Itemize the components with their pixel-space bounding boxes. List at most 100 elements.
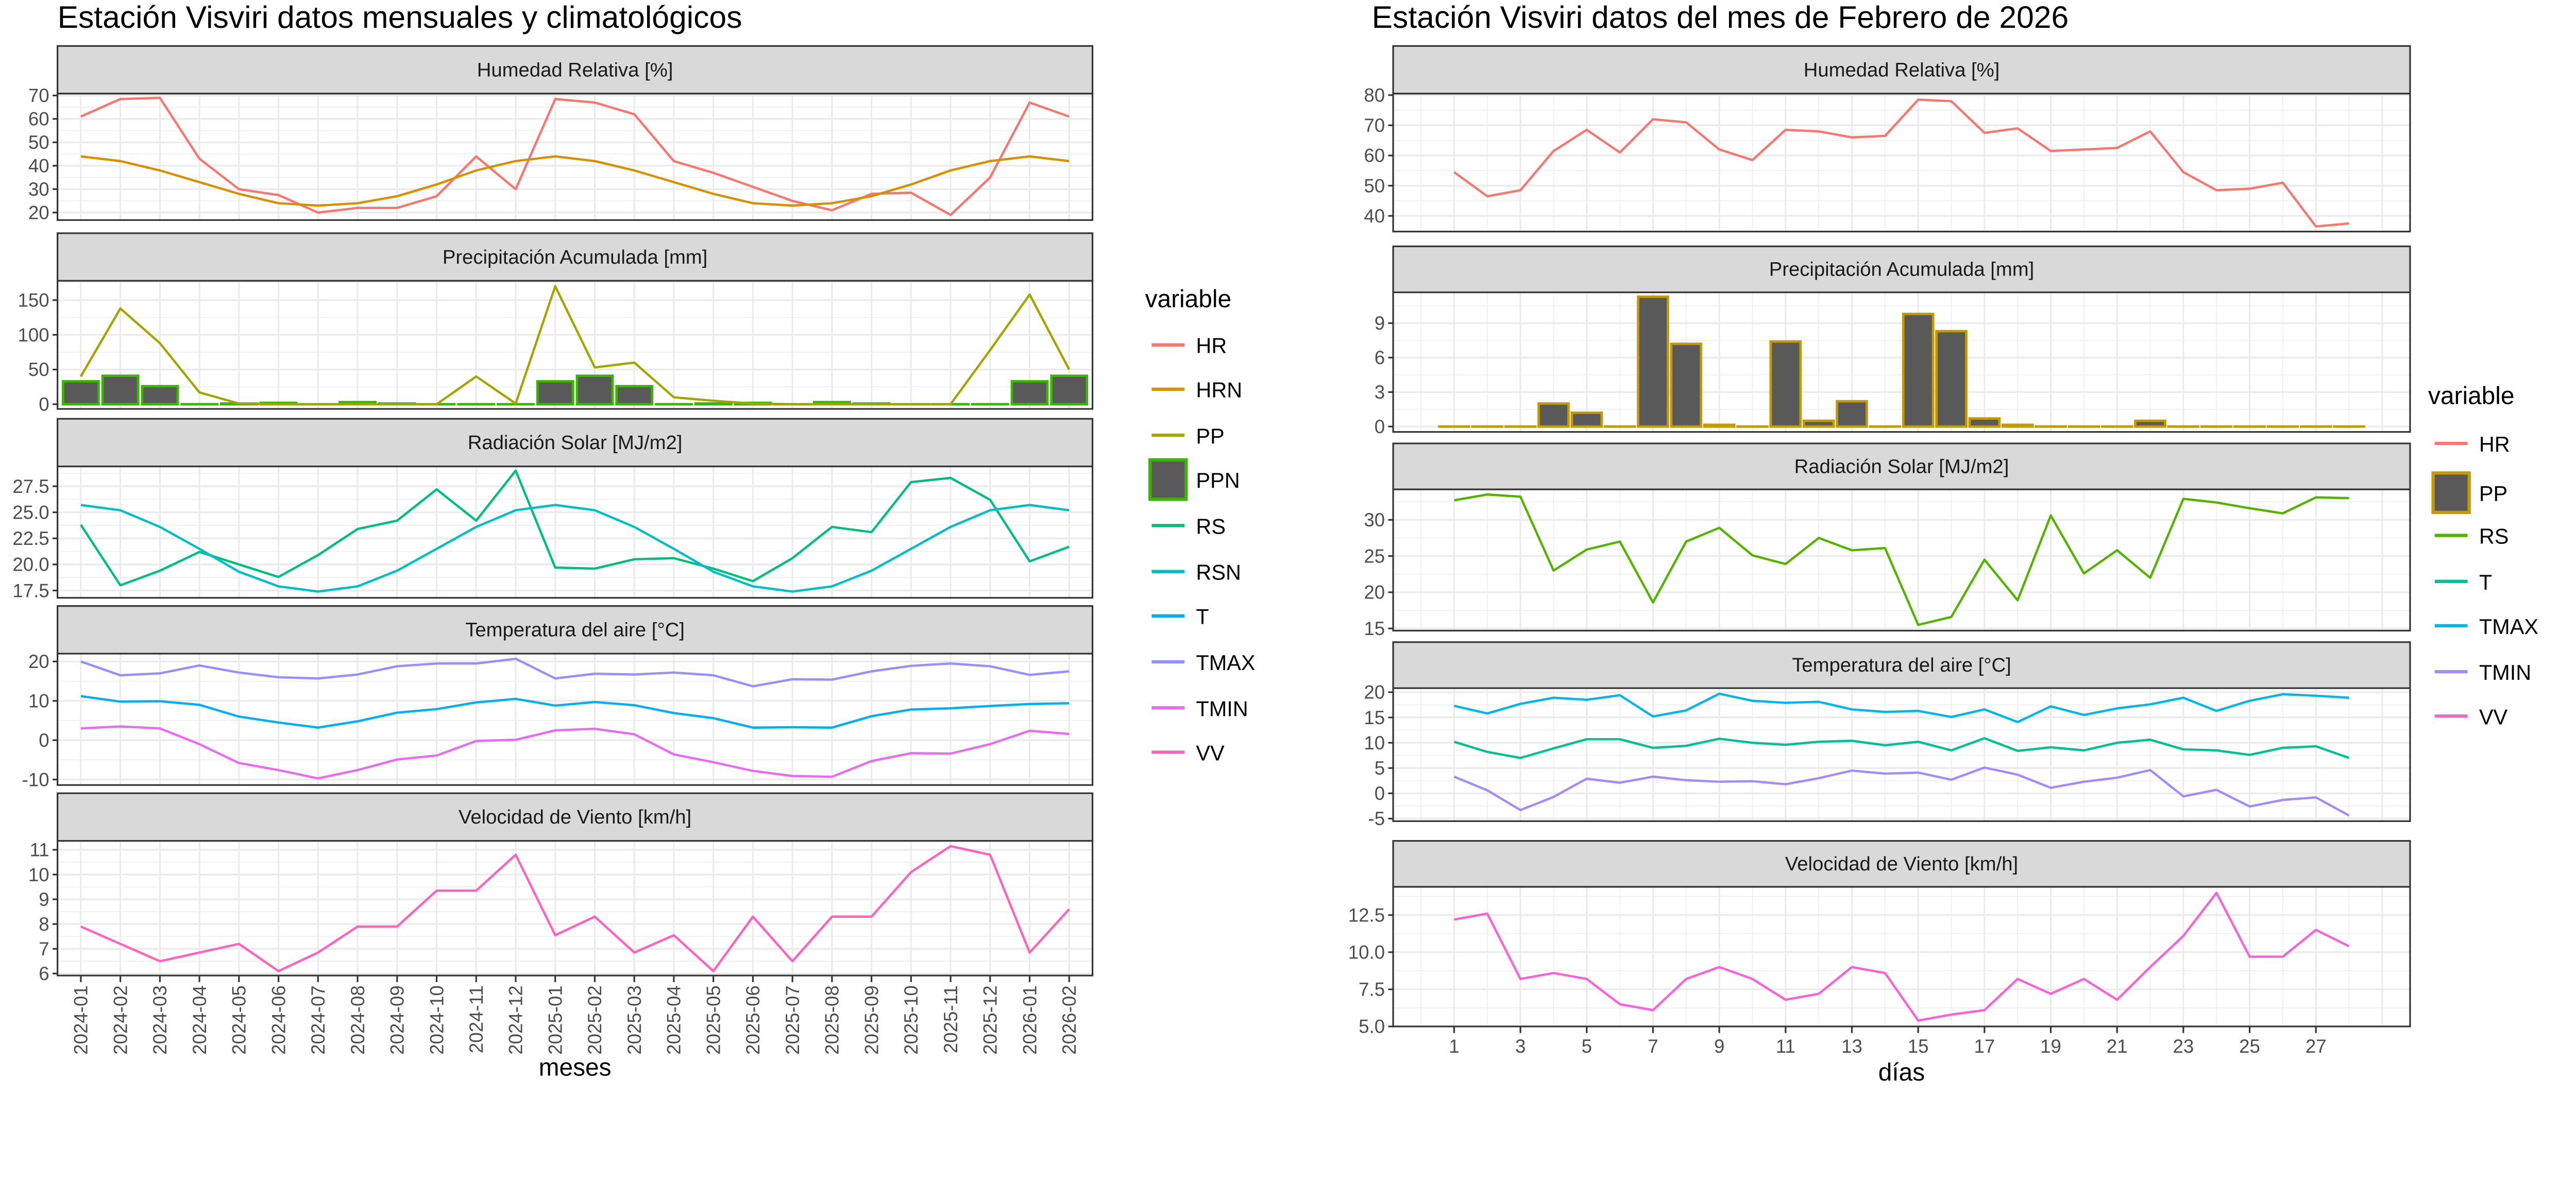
- y-tick-label: 22.5: [12, 528, 49, 549]
- series-line-rsn: [80, 504, 1070, 593]
- x-tick-label: 2026-01: [1019, 985, 1040, 1055]
- legend-item: TMIN: [1151, 696, 1248, 721]
- plot-area: [1393, 489, 2410, 631]
- y-tick-label: 7: [39, 938, 49, 960]
- y-tick-label: 0: [1375, 416, 1385, 437]
- series-line-hr: [80, 96, 1070, 216]
- facet-strip: [1392, 45, 2411, 95]
- facet-strip-title: Radiación Solar [MJ/m2]: [468, 432, 683, 454]
- facet-strip-title: Humedad Relativa [%]: [477, 59, 673, 81]
- legend-item: HR: [1151, 334, 1227, 358]
- x-tick-label: 2025-02: [584, 985, 605, 1055]
- y-tick-label: 0: [39, 730, 49, 751]
- facet-strip: [1392, 641, 2411, 689]
- bar-pp: [1802, 419, 1835, 428]
- y-tick-label: 10: [28, 691, 49, 712]
- bar-pp: [1836, 400, 1868, 428]
- x-tick-label: 2024-09: [387, 985, 408, 1055]
- x-tick-label: 2025-05: [703, 985, 724, 1055]
- x-tick-label: 2024-05: [229, 985, 250, 1055]
- series-line-hrn: [80, 155, 1070, 207]
- panel-border: [57, 466, 1094, 599]
- facet-strip-title: Precipitación Acumulada [mm]: [443, 246, 707, 268]
- x-tick-label: 2024-12: [505, 985, 527, 1055]
- legend-label: PP: [1196, 424, 1224, 448]
- x-tick-label: 27: [2306, 1036, 2327, 1057]
- facet-strip-title: Humedad Relativa [%]: [1804, 59, 2000, 81]
- chart-title: Estación Visviri datos mensuales y clima…: [58, 0, 742, 35]
- panel-border: [57, 653, 1094, 786]
- x-tick-label: 2025-12: [980, 985, 1001, 1055]
- facet-strip: [57, 605, 1094, 655]
- y-tick-label: 20.0: [12, 554, 49, 575]
- panel-border: [57, 93, 1094, 221]
- facet-strip: [57, 232, 1094, 282]
- y-tick-label: 11: [30, 840, 49, 861]
- x-tick-label: 19: [2040, 1036, 2061, 1057]
- x-tick-label: 2024-08: [347, 985, 368, 1055]
- x-tick-label: 2025-04: [664, 985, 685, 1055]
- series-line-tmax: [80, 657, 1070, 688]
- y-tick-label: 0: [1375, 783, 1385, 804]
- y-tick-label: 8: [39, 914, 49, 935]
- y-tick-label: 30: [28, 179, 49, 200]
- legend-key-box: [1148, 458, 1188, 501]
- x-tick-label: 2025-10: [901, 985, 922, 1055]
- plot-area: [57, 654, 1093, 785]
- facet-strip-title: Radiación Solar [MJ/m2]: [1794, 455, 2009, 477]
- facet-panel: Humedad Relativa [%] 40 50 60 70 80: [1364, 45, 2411, 233]
- series-line-t: [80, 695, 1070, 729]
- monthly-chart: Estación Visviri datos mensuales y clima…: [12, 0, 1255, 1082]
- legend-label: RS: [1196, 514, 1226, 538]
- bar-pp: [2134, 419, 2166, 428]
- y-tick-label: 10: [28, 864, 49, 885]
- facet-strip: [57, 45, 1094, 95]
- x-tick-label: 2024-01: [71, 985, 92, 1055]
- series-line-tmin: [80, 725, 1070, 780]
- y-tick-label: 30: [1364, 509, 1385, 530]
- y-tick-label: 50: [28, 132, 49, 153]
- facet-strip-title: Temperatura del aire [°C]: [465, 619, 685, 641]
- legend-label: HR: [2479, 432, 2510, 456]
- facet-panel: Precipitación Acumulada [mm] 0 50 100 150: [18, 232, 1094, 415]
- series-line-vv: [80, 845, 1070, 972]
- legend-label: HR: [1196, 334, 1227, 358]
- y-tick-label: 9: [39, 889, 49, 910]
- panel-border: [1392, 687, 2411, 822]
- panel-border: [1392, 292, 2411, 433]
- legend-label: RSN: [1196, 560, 1241, 585]
- x-axis-title: días: [1878, 1059, 1925, 1086]
- legend-label: VV: [2479, 705, 2508, 729]
- x-tick-label: 2024-02: [110, 985, 131, 1055]
- bar-pp: [1703, 423, 1736, 428]
- y-tick-label: 20: [1364, 682, 1385, 703]
- daily-chart: Estación Visviri datos del mes de Febrer…: [1348, 0, 2538, 1086]
- bar-pp: [2001, 423, 2034, 428]
- legend-item: TMIN: [2434, 660, 2531, 684]
- x-tick-label: 1: [1449, 1036, 1459, 1057]
- x-tick-label: 7: [1648, 1036, 1658, 1057]
- bar-pp: [1902, 313, 1935, 428]
- y-tick-label: 6: [39, 963, 49, 984]
- legend-label: T: [1196, 605, 1209, 629]
- legend-label: HRN: [1196, 378, 1242, 402]
- y-tick-label: 12.5: [1348, 904, 1385, 926]
- facet-panel: Precipitación Acumulada [mm] 0 3 6 9: [1375, 245, 2411, 437]
- bar-pp: [1935, 330, 1968, 428]
- y-tick-label: 0: [39, 394, 49, 415]
- y-tick-label: 50: [28, 359, 49, 380]
- facet-panel: Velocidad de Viento [km/h] 6 7 8 9 10 11 2024-0…: [28, 792, 1094, 1082]
- y-tick-label: -10: [22, 769, 49, 790]
- legend-key-box: [2431, 471, 2471, 515]
- bar-ppn: [141, 385, 179, 406]
- y-tick-label: 80: [1364, 84, 1385, 106]
- facet-strip: [1392, 245, 2411, 294]
- facet-panel: Radiación Solar [MJ/m2] 15 20 25 30: [1364, 442, 2411, 639]
- y-tick-label: 9: [1375, 313, 1385, 334]
- facet-panel: Radiación Solar [MJ/m2] 17.5 20.0 22.5 25.0 2…: [12, 418, 1094, 601]
- y-tick-label: 20: [28, 202, 49, 224]
- x-tick-label: 2025-07: [782, 985, 803, 1055]
- bar-pp: [1537, 402, 1570, 428]
- legend-item: T: [2434, 570, 2492, 594]
